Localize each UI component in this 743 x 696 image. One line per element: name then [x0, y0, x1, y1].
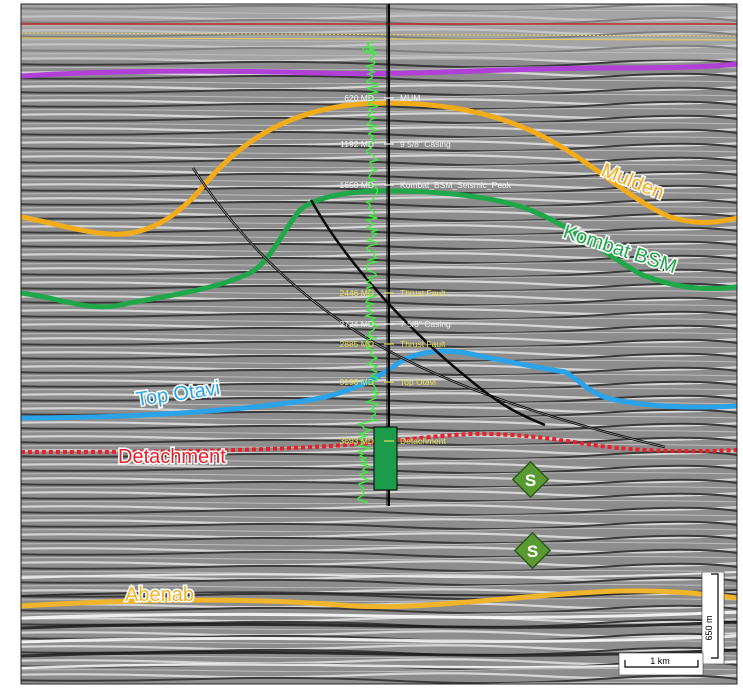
kombat-bsm-horizon [20, 188, 738, 310]
detachment-horizon [20, 431, 738, 454]
magenta-horizon [20, 61, 738, 79]
well-label-7: Detachment [400, 436, 446, 446]
well-md-1: 1192 MD [340, 139, 374, 149]
symbol-s-lower-text: S [527, 542, 538, 561]
horizontal-scale-label: 1 km [650, 656, 670, 666]
abenab-label: Abenab [125, 584, 194, 606]
gr-log-curve [356, 39, 381, 505]
horizontal-scale-bar: 1 km [618, 652, 704, 676]
well-md-0: 620 MD [344, 93, 374, 103]
well-label-2: Kombat_BSM_Seismic_Peak [400, 180, 512, 190]
thrust-fault-1-inner [192, 167, 666, 448]
well-md-7: 3693 MD [340, 436, 375, 446]
vertical-scale-bar: 650 m [701, 571, 725, 665]
abenab-horizon [20, 588, 738, 610]
well-annotations: 620 MD MUM 1192 MD 9 5/8" Casing 1650 MD Komb… [340, 93, 512, 446]
gr-log-label: GR [362, 45, 376, 55]
well-md-3: 2446 MD [340, 288, 375, 298]
top-yellow-line [20, 37, 738, 41]
detachment-label: Detachment [118, 446, 226, 468]
well-label-3: Thrust Fault [400, 288, 446, 298]
thrust-fault-2 [309, 199, 546, 427]
well-label-1: 9 5/8" Casing [400, 139, 451, 149]
symbol-s-upper-text: S [525, 471, 536, 490]
top-otavi-horizon [20, 348, 738, 421]
mulden-horizon [20, 100, 738, 237]
well-label-0: MUM [400, 93, 420, 103]
well-label-4: 7 5/8" Casing [400, 319, 451, 329]
figure-frame [20, 3, 738, 685]
well-md-4: 2724 MD [340, 319, 375, 329]
top-yellow-dotted-line [20, 32, 738, 37]
well-label-6: Top Otavi [400, 377, 436, 387]
symbol-s-lower: S [513, 531, 552, 570]
well-md-5: 2885 MD [340, 339, 375, 349]
well-label-5: Thrust Fault [400, 339, 446, 349]
well-target-marker [373, 426, 398, 491]
symbol-s-upper: S [511, 460, 550, 499]
well-md-2: 1650 MD [340, 180, 375, 190]
well-md-6: 3198 MD [340, 377, 375, 387]
vertical-scale-label: 650 m [704, 615, 714, 640]
